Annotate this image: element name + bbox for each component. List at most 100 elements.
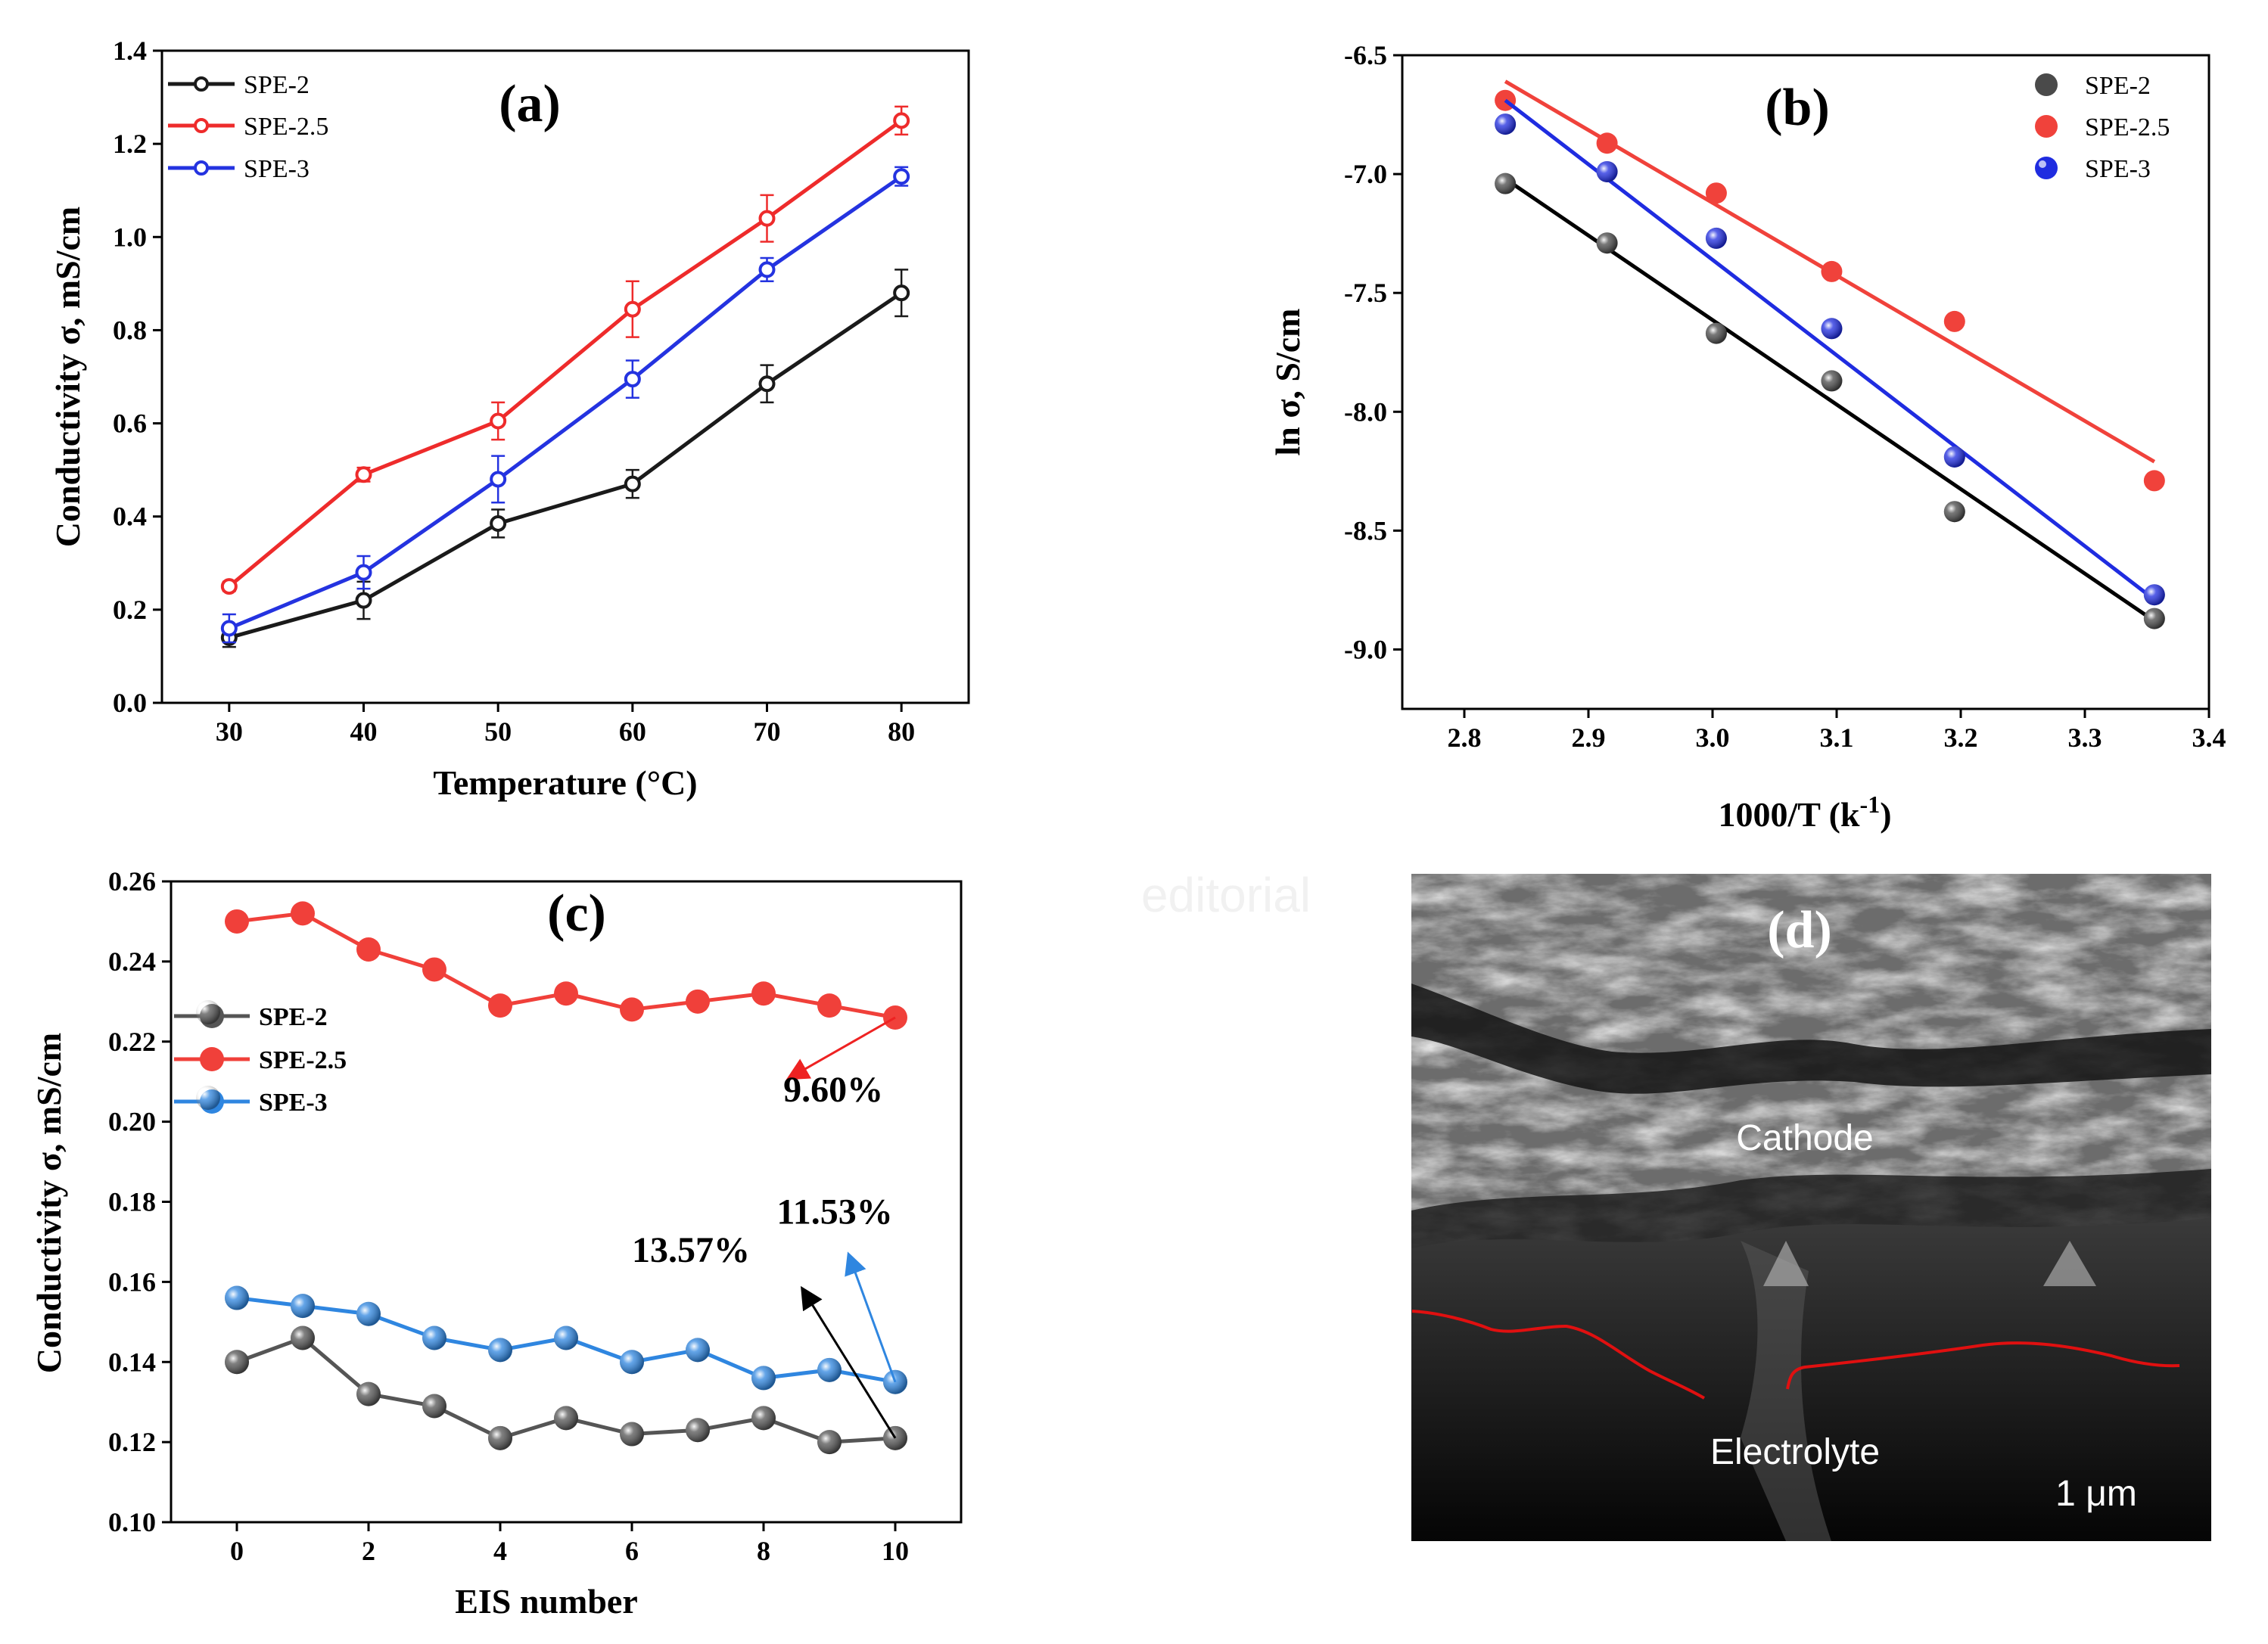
data-point-spe-3 <box>490 471 507 488</box>
legend-item-spe-3: SPE-3 <box>174 1086 328 1117</box>
panel-c-marks <box>225 901 907 1455</box>
data-point-spe-2-5 <box>624 300 641 318</box>
panel-c-xlabel: EIS number <box>455 1582 638 1621</box>
data-point-shine-spe-2 <box>554 1406 578 1431</box>
x-tick-label: 60 <box>619 716 646 747</box>
data-point-spe-2 <box>893 284 910 302</box>
y-tick-label: -6.5 <box>1344 40 1387 70</box>
data-point-spe-3 <box>893 168 910 185</box>
y-tick-label: 0.16 <box>108 1266 156 1297</box>
legend-label-spe-2: SPE-2 <box>2085 72 2151 100</box>
data-point-shine-spe-2 <box>1705 322 1727 344</box>
panel-a-xlabel: Temperature (°C) <box>433 763 697 802</box>
legend-item-spe-3: SPE-3 <box>2035 155 2151 183</box>
y-tick-label: 0.2 <box>113 595 147 625</box>
panel-d-sem-image: (d) Cathode Electrolyte 1 μm <box>1411 874 2211 1541</box>
data-point-spe-2 <box>355 592 372 609</box>
panel-c-legend: SPE-2 SPE-2.5 SPE-3 <box>174 1000 347 1117</box>
x-tick-label: 3.2 <box>1944 723 1978 753</box>
legend-item-spe-2-5: SPE-2.5 <box>174 1046 347 1074</box>
data-point-spe-2 <box>758 375 776 393</box>
data-point-shine-spe-3 <box>1495 113 1517 135</box>
y-tick-label: -7.0 <box>1344 159 1387 189</box>
panel-b-xlabel: 1000/T (k-1) <box>1718 791 1891 834</box>
panel-d-label: (d) <box>1767 901 1832 959</box>
data-point-shine-spe-3 <box>356 1301 381 1326</box>
y-tick-label: 0.20 <box>108 1107 156 1137</box>
x-tick-label: 10 <box>882 1536 909 1566</box>
data-point-shine-spe-3 <box>488 1338 512 1363</box>
sem-label-electrolyte: Electrolyte <box>1710 1432 1880 1472</box>
data-point-spe-2 <box>624 475 641 493</box>
data-point-spe-2-5 <box>220 578 238 595</box>
data-point-shine-spe-3 <box>751 1366 776 1391</box>
data-point-shine-spe-2 <box>817 1430 842 1455</box>
data-point-spe-2-5 <box>554 981 578 1006</box>
y-tick-label: 0.26 <box>108 866 156 897</box>
data-point-spe-2-5 <box>758 210 776 227</box>
data-point-shine-spe-3 <box>422 1325 446 1350</box>
legend-item-spe-2: SPE-2 <box>2035 72 2151 100</box>
data-point-shine-spe-2 <box>225 1350 249 1375</box>
x-tick-label: 8 <box>757 1536 770 1566</box>
panel-a-frame <box>160 49 970 704</box>
y-tick-label: 0.12 <box>108 1427 156 1457</box>
legend-label-spe-2: SPE-2 <box>244 71 310 99</box>
sem-pore-band <box>1411 984 2211 1094</box>
legend-label-spe-3: SPE-3 <box>259 1089 328 1117</box>
y-tick-label: 0.8 <box>113 315 147 345</box>
panel-a-label: (a) <box>499 75 561 133</box>
y-tick-label: -7.5 <box>1344 278 1387 308</box>
y-tick-label: 0.0 <box>113 688 147 718</box>
data-point-shine-spe-3 <box>291 1294 315 1319</box>
data-point-spe-2-5 <box>2143 470 2165 492</box>
data-point-spe-2 <box>490 514 507 532</box>
legend-label-spe-2-5: SPE-2.5 <box>259 1046 347 1074</box>
data-point-shine-spe-3 <box>686 1338 710 1363</box>
annotation-label-13-57: 13.57% <box>632 1230 750 1270</box>
x-tick-label: 3.0 <box>1696 723 1730 753</box>
data-point-shine-spe-2 <box>620 1422 644 1447</box>
series-line-spe-3 <box>228 175 903 630</box>
y-tick-label: 0.22 <box>108 1027 156 1057</box>
annotation-arrow-13-57 <box>801 1285 897 1439</box>
data-point-spe-2-5 <box>1705 182 1727 204</box>
data-point-shine-spe-2 <box>751 1406 776 1431</box>
y-tick-label: 0.24 <box>108 946 156 977</box>
data-point-shine-spe-3 <box>1705 227 1727 249</box>
data-point-shine-spe-2 <box>1596 232 1618 254</box>
data-point-shine-spe-2 <box>1943 501 1965 523</box>
sem-label-cathode: Cathode <box>1736 1118 1873 1158</box>
panel-b-ylabel: ln σ, S/cm <box>1268 309 1307 456</box>
data-point-spe-2-5 <box>225 909 249 934</box>
data-point-shine-spe-3 <box>1943 446 1965 468</box>
x-tick-label: 70 <box>754 716 781 747</box>
y-tick-label: 0.6 <box>113 409 147 439</box>
data-point-shine-spe-2 <box>2143 608 2165 629</box>
data-point-shine-spe-2 <box>686 1418 710 1443</box>
data-point-spe-2-5 <box>751 981 776 1006</box>
legend-label-spe-3: SPE-3 <box>244 155 310 183</box>
sem-interface-shadow <box>1411 1169 2211 1256</box>
data-point-shine-spe-2 <box>422 1394 446 1419</box>
data-point-spe-3 <box>355 564 372 581</box>
sem-boundary-right <box>1786 1341 2180 1390</box>
data-point-spe-2-5 <box>355 466 372 483</box>
sem-scale-bar-label: 1 μm <box>2055 1474 2137 1514</box>
series-line-spe-2-5 <box>228 119 903 588</box>
panel-a-chart: 30 40 50 60 70 80 0.0 0.2 0.4 0.6 0.8 1.0 1.2 1.4 (a)… <box>48 36 970 802</box>
y-tick-label: 0.14 <box>108 1347 156 1377</box>
data-point-spe-2-5 <box>291 901 315 926</box>
x-tick-label: 4 <box>493 1536 507 1566</box>
x-tick-label: 3.3 <box>2068 723 2102 753</box>
data-point-spe-3 <box>624 371 641 388</box>
sem-peaks <box>1763 1241 2096 1286</box>
x-tick-label: 3.1 <box>1820 723 1854 753</box>
panel-c-label: (c) <box>547 884 606 943</box>
data-point-spe-3 <box>758 261 776 278</box>
legend-label-spe-2: SPE-2 <box>259 1003 328 1031</box>
legend-item-spe-3: SPE-3 <box>168 155 310 183</box>
panel-b-label: (b) <box>1765 79 1830 137</box>
panel-c-ticks: 0 2 4 6 8 10 0.10 0.12 0.14 0.16 0.18 0.20 0.22 0.24 0… <box>108 866 909 1566</box>
